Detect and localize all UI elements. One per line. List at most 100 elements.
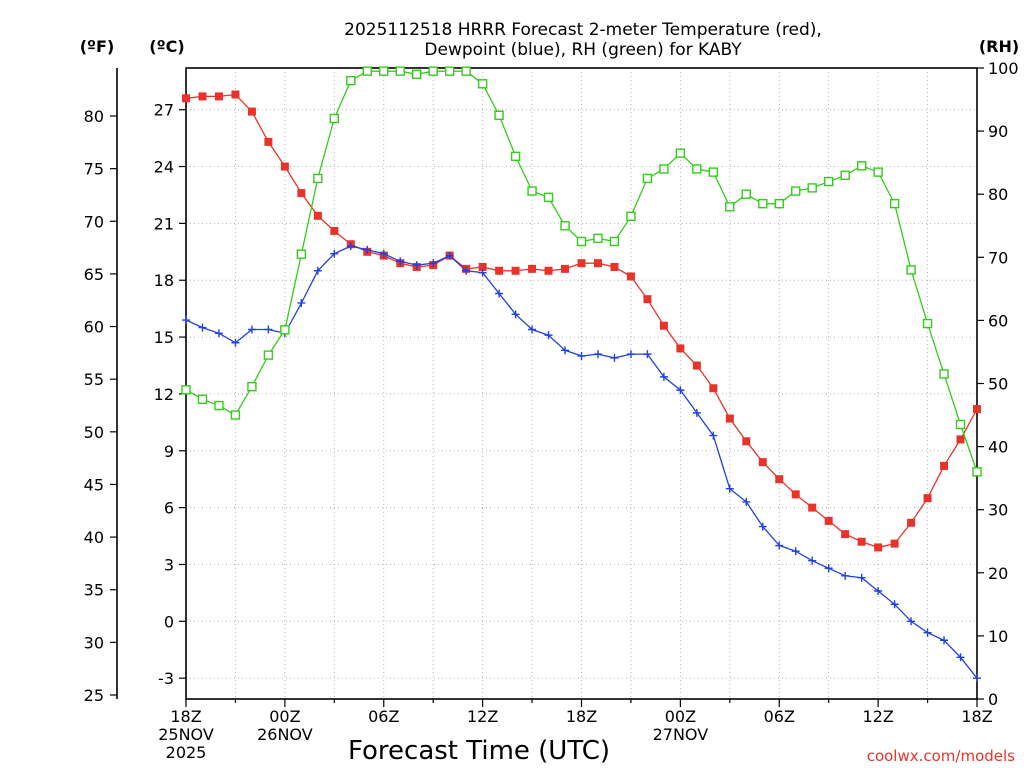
rh-point (807, 183, 817, 193)
fahrenheit-tick-label: 65 (84, 265, 104, 284)
fahrenheit-tick-label: 40 (84, 528, 104, 547)
x-tick-label-line: 25NOV (158, 725, 214, 744)
rh-point (659, 164, 669, 174)
dewpoint-point (313, 266, 322, 275)
dewpoint-point (725, 484, 734, 493)
rh-point (774, 198, 784, 209)
fahrenheit-tick-label: 35 (84, 581, 104, 600)
chart-title-line-2: Dewpoint (blue), RH (green) for KABY (424, 40, 742, 60)
dewpoint-point (363, 245, 372, 254)
dewpoint-point (577, 352, 586, 361)
temperature-point (791, 490, 800, 499)
temperature-point (297, 189, 306, 198)
celsius-tick-label: 3 (164, 555, 174, 574)
celsius-tick-label: 24 (154, 158, 174, 177)
celsius-tick-label: 12 (154, 385, 174, 404)
rh-point (280, 325, 290, 335)
celsius-tick-label: 6 (164, 499, 174, 518)
dewpoint-point (676, 386, 685, 395)
temperature-point (676, 344, 685, 353)
temperature-point (626, 272, 635, 281)
dewpoint-point (973, 674, 981, 683)
rh-point (313, 173, 323, 184)
dewpoint-point (214, 329, 223, 338)
rh-point (444, 66, 455, 76)
rh-point (758, 198, 768, 209)
rh-point (906, 265, 916, 275)
dewpoint-point (396, 257, 405, 266)
rh-point (510, 151, 521, 162)
dewpoint-point (742, 497, 751, 506)
dewpoint-point (610, 353, 619, 362)
x-tick-label: 12Z (467, 707, 498, 726)
temperature-point (808, 503, 817, 512)
x-tick-label-line: 18Z (170, 707, 201, 726)
dewpoint-point (198, 323, 207, 332)
celsius-tick-label: 9 (164, 442, 174, 461)
temperature-point (725, 414, 734, 423)
dewpoint-point (231, 338, 240, 347)
temperature-point (659, 321, 668, 330)
temperature-point (577, 259, 586, 268)
dewpoint-point (956, 653, 965, 662)
dewpoint-point (297, 298, 306, 307)
temperature-point (709, 384, 718, 393)
dewpoint-point (808, 556, 817, 565)
tick-labels: 25 30 35 40 45 50 55 60 65 70 75 80 -3 0 3 6 9 12 15 18 21 24… (84, 59, 1019, 762)
fahrenheit-tick-label: 70 (84, 212, 104, 231)
dewpoint-point (890, 600, 899, 609)
rh-point (609, 236, 620, 247)
temperature-point (561, 264, 570, 273)
rh-point (494, 110, 504, 121)
rh-tick-label: 40 (988, 438, 1008, 457)
temperature-point (313, 211, 322, 220)
celsius-tick-label: 18 (154, 271, 174, 290)
rh-point (527, 186, 537, 196)
dewpoint-point (758, 522, 767, 531)
x-tick-label-line: 2025 (166, 743, 207, 762)
rh-tick-label: 20 (988, 564, 1008, 583)
rh-point (543, 192, 554, 203)
temperature-point (874, 543, 883, 552)
rh-point (939, 369, 949, 379)
series-dewpoint (182, 242, 981, 683)
x-tick-label: 06Z (764, 707, 795, 726)
rh-point (560, 221, 570, 231)
rh-tick-label: 60 (988, 311, 1008, 330)
credit-text: coolwx.com/models (867, 747, 1015, 765)
rh-point (379, 66, 389, 76)
temperature-point (264, 137, 273, 146)
dewpoint-point (511, 310, 520, 319)
x-tick-label-line: 06Z (764, 707, 795, 726)
fahrenheit-tick-label: 30 (84, 633, 104, 652)
temperature-point (330, 226, 339, 235)
fahrenheit-tick-label: 75 (84, 160, 104, 179)
fahrenheit-tick-label: 80 (84, 107, 104, 126)
rh-tick-label: 30 (988, 501, 1008, 520)
rh-point (247, 381, 257, 392)
temperature-point (231, 90, 240, 99)
temperature-point (610, 262, 619, 271)
fahrenheit-tick-label: 60 (84, 318, 104, 337)
temperature-point (775, 475, 784, 484)
rh-point (692, 164, 702, 174)
dewpoint-point (874, 586, 883, 595)
dewpoint-point (626, 350, 635, 359)
axes (110, 67, 984, 707)
temperature-point (544, 266, 553, 275)
x-tick-label: 18Z (961, 707, 992, 726)
rh-point (873, 167, 883, 177)
temperature-point (824, 516, 833, 525)
dewpoint-point (528, 325, 537, 334)
dewpoint-point (247, 325, 256, 334)
celsius-tick-label: 21 (154, 214, 174, 233)
x-tick-label-line: 18Z (566, 707, 597, 726)
temperature-point (890, 539, 899, 548)
rh-point (725, 202, 735, 212)
x-tick-label-line: 27NOV (653, 725, 709, 744)
dewpoint-point (907, 617, 916, 626)
x-tick-label: 00Z 26NOV (257, 707, 313, 744)
rh-tick-label: 90 (988, 122, 1008, 141)
temperature-point (742, 437, 751, 446)
